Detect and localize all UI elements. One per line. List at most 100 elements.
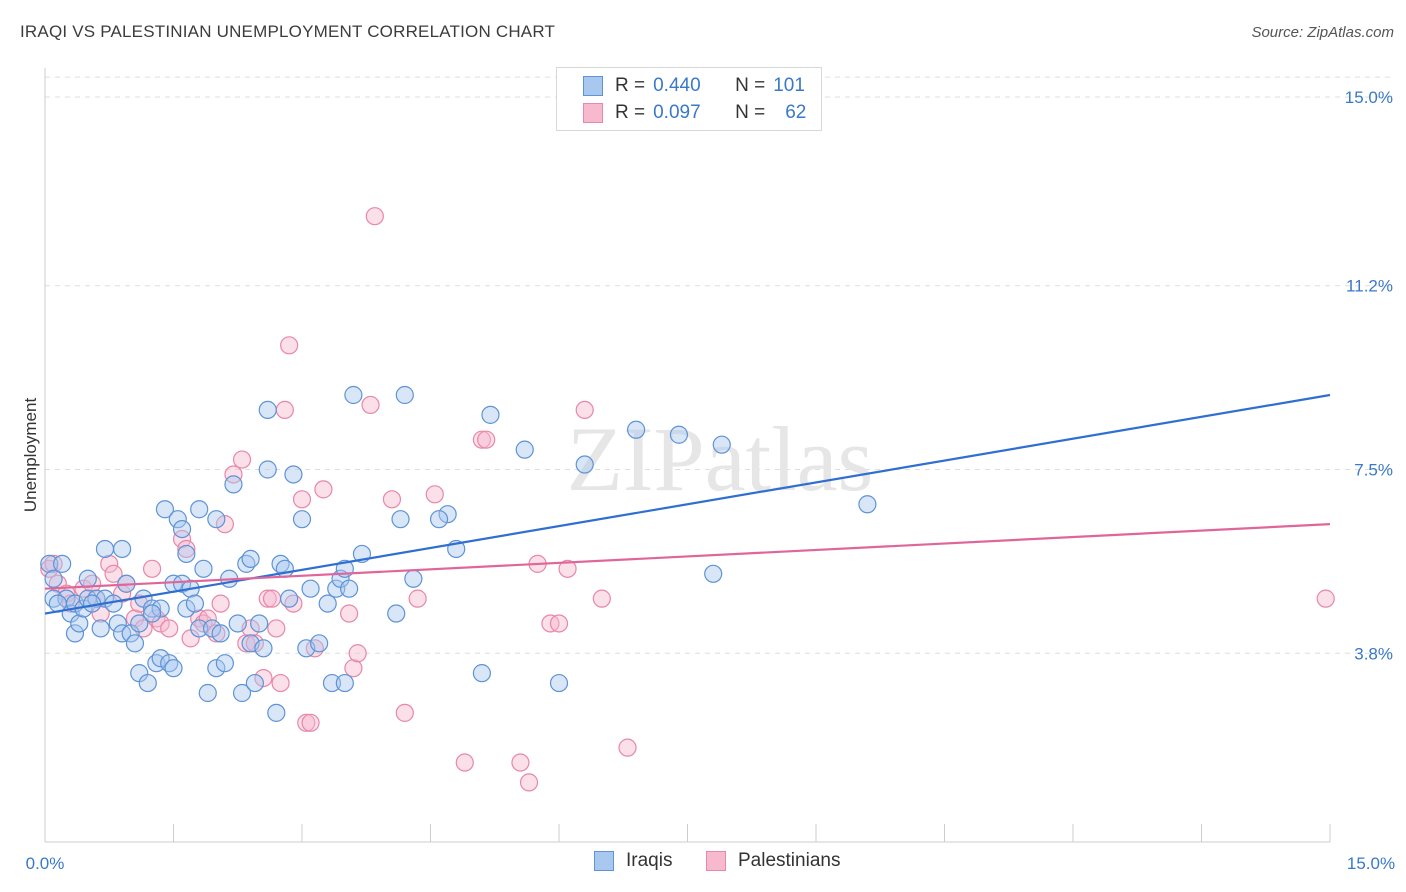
palestinians-point — [275, 400, 294, 419]
iraqis-point — [95, 539, 115, 559]
iraqis-point — [391, 510, 410, 529]
palestinians-point — [254, 668, 273, 688]
palestinians-point — [395, 703, 414, 722]
palestinians-point — [172, 529, 192, 549]
watermark: ZIPatlas — [567, 408, 874, 510]
iraqis-point — [284, 465, 303, 484]
iraqis-point — [168, 510, 187, 529]
n-label: N = — [735, 102, 766, 123]
palestinians-point — [258, 589, 277, 608]
palestinians-point — [74, 579, 93, 598]
trend-lines — [44, 393, 1331, 615]
iraqis-point — [232, 683, 252, 703]
palestinians-point — [340, 604, 359, 623]
palestinians-point — [455, 753, 474, 772]
palestinians-legend-label: Palestinians — [738, 850, 841, 871]
iraqis-point — [301, 579, 320, 598]
iraqis-point — [44, 569, 63, 588]
iraqis-legend-swatch — [594, 851, 614, 871]
palestinians-point — [348, 644, 367, 663]
iraqis-point — [172, 574, 192, 593]
iraqis-point — [280, 589, 299, 608]
iraqis-point — [125, 634, 145, 653]
r-label: R = — [615, 75, 646, 96]
iraqis-point — [322, 673, 342, 693]
iraqis-point — [194, 559, 213, 578]
iraqis-point — [258, 400, 277, 419]
bottom-legend-iraqis: Iraqis — [594, 850, 672, 872]
palestinians-point — [224, 465, 243, 484]
palestinians-point — [271, 673, 290, 693]
chart-title: IRAQI VS PALESTINIAN UNEMPLOYMENT CORREL… — [20, 22, 556, 41]
iraqis-point — [40, 554, 59, 573]
iraqis-point — [91, 619, 110, 638]
iraqis-point — [224, 475, 243, 494]
palestinians-point — [511, 753, 530, 772]
palestinians-point — [575, 400, 594, 419]
iraqis-point — [250, 614, 269, 633]
tick-labels: 3.8% 7.5% 11.2% 15.0% 0.0% 15.0% — [26, 88, 1395, 873]
iraqis-point — [515, 440, 534, 459]
iraqis-point — [70, 614, 89, 633]
iraqis-point — [151, 649, 170, 668]
iraqis-point — [626, 420, 646, 439]
palestinians-point — [232, 450, 252, 469]
iraqis-point — [207, 659, 226, 678]
iraqis-point — [177, 599, 196, 618]
iraqis-point — [211, 624, 230, 643]
iraqis-point — [712, 435, 731, 454]
iraqis-point — [65, 624, 85, 643]
iraqis-point — [318, 594, 337, 613]
iraqis-point — [258, 460, 277, 479]
iraqis-point — [207, 510, 226, 529]
iraqis-point — [185, 594, 205, 613]
y-tick-label: 11.2% — [1346, 277, 1393, 296]
iraqis-point — [57, 589, 76, 608]
iraqis-point — [177, 544, 196, 564]
iraqis-point — [130, 614, 149, 633]
iraqis-point — [112, 539, 132, 559]
iraqis-r-value: 0.440 — [653, 75, 701, 96]
palestinians-point — [245, 634, 264, 653]
iraqis-point — [245, 673, 264, 693]
palestinians-point — [297, 713, 316, 732]
palestinians-point — [618, 738, 637, 757]
iraqis-point — [78, 569, 97, 588]
palestinians-point — [558, 559, 577, 578]
y-axis-label: Unemployment — [21, 398, 40, 513]
palestinians-point — [280, 336, 299, 355]
iraqis-point — [228, 614, 247, 633]
palestinians-point — [160, 619, 179, 638]
palestinians-n-value: 62 — [785, 102, 807, 123]
iraqis-point — [53, 554, 72, 573]
palestinians-point — [472, 430, 491, 449]
iraqis-point — [481, 405, 500, 424]
iraqis-point — [241, 549, 260, 569]
axes — [44, 68, 1331, 843]
iraqis-swatch — [583, 76, 603, 96]
palestinians-point — [408, 589, 427, 608]
y-tick-label: 7.5% — [1354, 461, 1393, 480]
iraqis-point — [310, 634, 329, 653]
iraqis-legend-label: Iraqis — [626, 850, 673, 871]
palestinians-point — [267, 619, 286, 638]
bottom-legend-palestinians: Palestinians — [706, 850, 840, 872]
iraqis-point — [198, 683, 217, 703]
iraqis-point — [215, 654, 234, 673]
palestinians-point — [519, 773, 539, 792]
iraqis-point — [172, 519, 192, 539]
palestinians-swatch — [583, 103, 603, 123]
iraqis-point — [429, 510, 449, 529]
iraqis-point — [549, 673, 569, 693]
palestinians-point — [177, 539, 196, 559]
palestinians-point — [425, 485, 444, 504]
palestinians-point — [142, 559, 162, 578]
y-tick-label: 15.0% — [1345, 88, 1393, 107]
iraqis-point — [155, 500, 175, 519]
palestinians-point — [314, 480, 333, 499]
iraqis-point — [138, 673, 157, 693]
iraqis-point — [327, 579, 346, 598]
palestinians-point — [100, 554, 119, 573]
iraqis-point — [190, 500, 209, 519]
